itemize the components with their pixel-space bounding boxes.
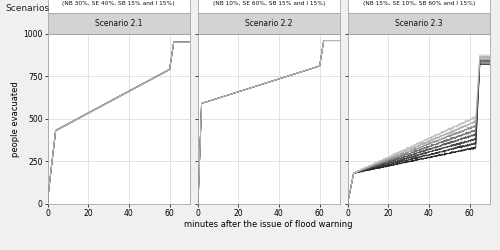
FancyBboxPatch shape [348,0,490,13]
Text: Scenario 2.2: Scenario 2.2 [245,19,292,28]
Text: (NB 10%, SE 60%, SB 15% and I 15%): (NB 10%, SE 60%, SB 15% and I 15%) [212,1,325,6]
FancyBboxPatch shape [198,0,340,13]
FancyBboxPatch shape [348,13,490,34]
Text: Scenario 2.1: Scenario 2.1 [95,19,142,28]
Text: Scenarios: Scenarios [5,4,49,13]
Text: (NB 30%, SE 40%, SB 15% and I 15%): (NB 30%, SE 40%, SB 15% and I 15%) [62,1,175,6]
FancyBboxPatch shape [48,0,190,13]
Text: (NB 15%, SE 10%, SB 60% and I 15%): (NB 15%, SE 10%, SB 60% and I 15%) [362,1,475,6]
FancyBboxPatch shape [48,13,190,34]
Y-axis label: people evacuated: people evacuated [12,81,20,156]
X-axis label: minutes after the issue of flood warning: minutes after the issue of flood warning [184,220,353,230]
Text: Scenario 2.3: Scenario 2.3 [395,19,442,28]
FancyBboxPatch shape [198,13,340,34]
